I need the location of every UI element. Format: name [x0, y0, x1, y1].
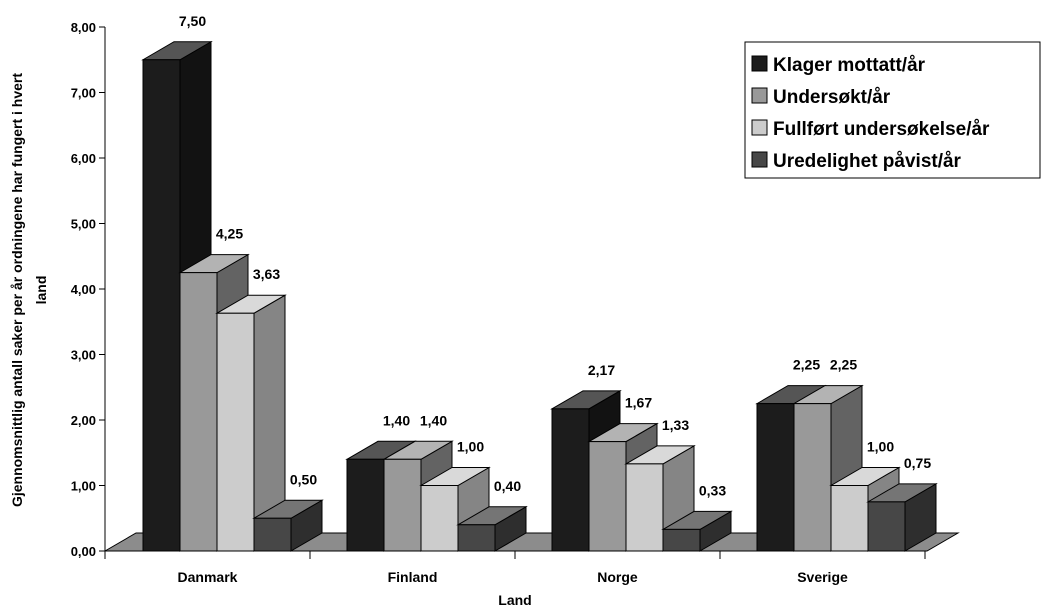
- y-tick-label: 7,00: [71, 86, 96, 101]
- y-tick-label: 8,00: [71, 20, 96, 35]
- legend-swatch: [751, 55, 768, 72]
- data-label: 4,25: [216, 226, 243, 242]
- data-label: 1,40: [420, 412, 447, 428]
- bar: [252, 499, 324, 552]
- legend-box: [744, 41, 1041, 179]
- bar: [866, 483, 938, 552]
- data-label: 0,50: [290, 471, 317, 487]
- x-tick-label: Danmark: [178, 569, 238, 585]
- data-label: 7,50: [179, 13, 206, 29]
- legend-label: Klager mottatt/år: [773, 55, 926, 76]
- x-tick-label: Finland: [388, 569, 438, 585]
- y-tick-label: 0,00: [71, 544, 96, 559]
- x-tick-label: Sverige: [797, 569, 848, 585]
- bar-front-face: [383, 458, 422, 552]
- data-label: 0,75: [904, 455, 931, 471]
- data-label: 2,17: [588, 362, 615, 378]
- legend-swatch: [751, 151, 768, 168]
- bar: [456, 505, 528, 552]
- bar-front-face: [179, 272, 218, 552]
- data-label: 1,00: [457, 439, 484, 455]
- data-label: 3,63: [253, 266, 280, 282]
- y-tick-label: 6,00: [71, 151, 96, 166]
- data-label: 1,33: [662, 417, 689, 433]
- data-label: 2,25: [830, 357, 857, 373]
- data-label: 1,67: [625, 395, 652, 411]
- data-label: 0,33: [699, 482, 726, 498]
- data-label: 0,40: [494, 478, 521, 494]
- bar-front-face: [216, 312, 255, 552]
- y-tick-label: 3,00: [71, 348, 96, 363]
- bar-front-face: [551, 408, 590, 552]
- legend-label: Fullført undersøkelse/år: [773, 119, 990, 140]
- y-tick-label: 5,00: [71, 217, 96, 232]
- legend-label: Uredelighet påvist/år: [773, 151, 962, 172]
- bar-front-face: [662, 528, 701, 552]
- y-axis-title-line: land: [33, 276, 49, 305]
- legend-swatch: [751, 87, 768, 104]
- y-tick-label: 2,00: [71, 413, 96, 428]
- legend-label: Undersøkt/år: [773, 87, 891, 108]
- data-label: 1,00: [867, 439, 894, 455]
- bar-front-face: [142, 59, 181, 552]
- x-tick-label: Norge: [597, 569, 638, 585]
- data-label: 1,40: [383, 412, 410, 428]
- bar-front-face: [457, 524, 496, 552]
- bar-front-face: [625, 463, 664, 552]
- bar-front-face: [793, 403, 832, 552]
- legend-swatch: [751, 119, 768, 136]
- bar: [215, 294, 287, 552]
- bar-front-face: [420, 485, 459, 552]
- x-axis-title: Land: [498, 592, 531, 608]
- bar-front-face: [830, 485, 869, 552]
- y-axis-title: Gjennomsnittlig antall saker per år ordn…: [9, 73, 49, 507]
- bar-front-face: [756, 403, 795, 552]
- bar-front-face: [867, 501, 906, 552]
- y-tick-label: 1,00: [71, 479, 96, 494]
- y-axis-title-line: Gjennomsnittlig antall saker per år ordn…: [9, 73, 25, 507]
- bar: [661, 510, 733, 552]
- bar-front-face: [588, 441, 627, 552]
- bar-front-face: [346, 458, 385, 552]
- bar-front-face: [253, 517, 292, 552]
- data-label: 2,25: [793, 357, 820, 373]
- y-tick-label: 4,00: [71, 282, 96, 297]
